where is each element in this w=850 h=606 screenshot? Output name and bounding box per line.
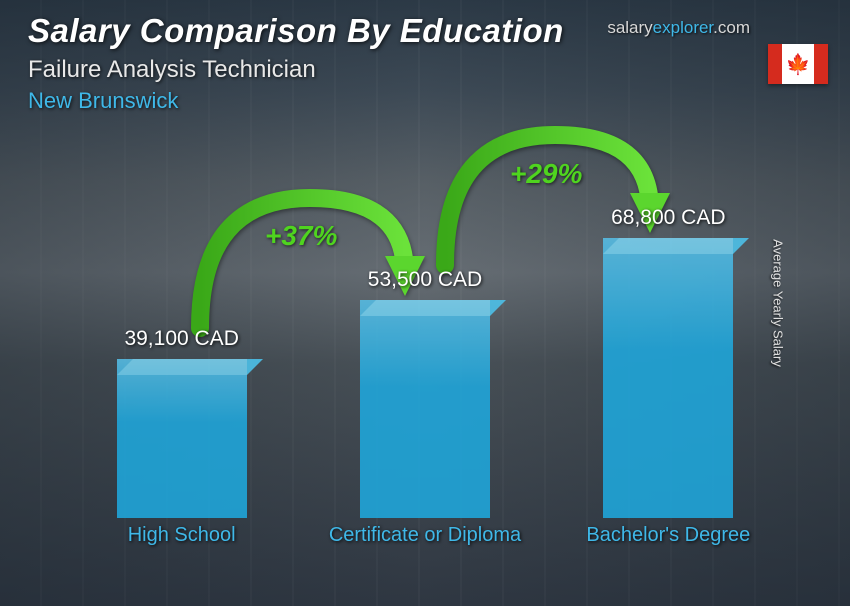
- bar-front-2: [603, 238, 733, 518]
- bar-front-1: [360, 300, 490, 518]
- region-name: New Brunswick: [28, 88, 822, 114]
- bar-label-1: Certificate or Diploma: [315, 523, 535, 578]
- job-title: Failure Analysis Technician: [28, 56, 822, 84]
- brand-suffix: .com: [713, 18, 750, 37]
- x-axis-labels: High School Certificate or Diploma Bache…: [60, 523, 790, 578]
- bar-2: [603, 238, 733, 518]
- flag-maple-leaf: 🍁: [782, 44, 814, 84]
- bar-wrap-0: 39,100 CAD: [92, 327, 272, 518]
- infographic-container: Salary Comparison By Education Failure A…: [0, 0, 850, 606]
- bar-wrap-1: 53,500 CAD: [335, 268, 515, 518]
- bar-1: [360, 300, 490, 518]
- bar-label-0: High School: [72, 523, 292, 578]
- bar-value-0: 39,100 CAD: [124, 327, 238, 351]
- brand-prefix: salary: [607, 18, 652, 37]
- bar-wrap-2: 68,800 CAD: [578, 206, 758, 518]
- flag-left-bar: [768, 44, 782, 84]
- bar-0: [117, 359, 247, 518]
- bar-front-0: [117, 359, 247, 518]
- brand-accent: explorer: [653, 18, 713, 37]
- country-flag-canada: 🍁: [768, 44, 828, 84]
- brand-logo: salaryexplorer.com: [607, 18, 750, 38]
- bar-label-2: Bachelor's Degree: [558, 523, 778, 578]
- bar-value-1: 53,500 CAD: [368, 268, 482, 292]
- bars-area: 39,100 CAD 53,500 CAD 68,800 CAD: [60, 140, 790, 518]
- bar-value-2: 68,800 CAD: [611, 206, 725, 230]
- bar-chart: +37% +29% 39,100 CAD 53,500 C: [60, 140, 790, 578]
- flag-right-bar: [814, 44, 828, 84]
